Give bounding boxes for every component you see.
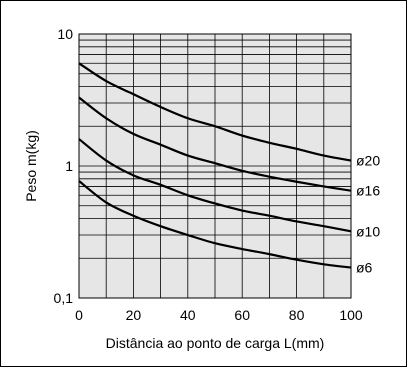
- x-tick-labels: 0 20 40 60 80 100: [75, 307, 363, 323]
- series-label-1: ø16: [356, 183, 380, 199]
- series-line-0: [78, 62, 352, 162]
- x-tick-label: 40: [180, 307, 196, 323]
- series-line-2: [78, 138, 352, 233]
- series-label-0: ø20: [356, 153, 380, 169]
- grid: [79, 34, 351, 298]
- x-axis-label: Distância ao ponto de carga L(mm): [106, 335, 325, 351]
- plot-border: [78, 33, 352, 299]
- series-line-3: [78, 180, 352, 269]
- x-tick-label: 0: [75, 307, 83, 323]
- y-axis-label: Peso m(kg): [23, 130, 39, 202]
- series-group: ø20 ø16 ø10 ø6: [78, 62, 380, 276]
- x-tick-label: 20: [126, 307, 142, 323]
- x-tick-label: 60: [234, 307, 250, 323]
- x-tick-label: 100: [339, 307, 363, 323]
- y-tick-labels: 10 1 0,1: [54, 26, 74, 306]
- series-label-3: ø6: [356, 260, 373, 276]
- x-tick-label: 80: [289, 307, 305, 323]
- series-label-2: ø10: [356, 223, 380, 239]
- y-tick-label: 1: [65, 158, 73, 174]
- y-tick-label: 10: [57, 26, 73, 42]
- y-tick-label: 0,1: [54, 290, 74, 306]
- series-line-1: [78, 96, 352, 192]
